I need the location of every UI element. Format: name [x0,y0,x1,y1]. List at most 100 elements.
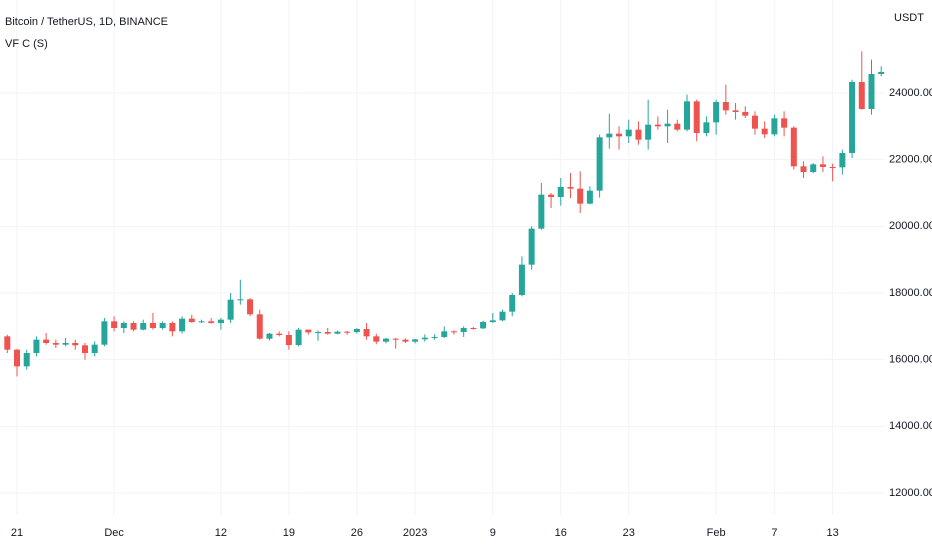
candle-body [645,124,652,140]
candle-body [237,299,244,301]
candle-body [315,332,322,333]
candle-body [819,164,826,167]
candle-body [169,323,176,332]
candle-body [140,323,147,330]
candle-body [120,323,127,328]
candle-body [188,318,195,322]
candle-body [441,331,448,337]
candle-body [353,329,360,332]
candle-body [480,322,487,329]
candle-body [402,339,409,342]
candle-body [266,333,273,339]
x-tick-label: 23 [623,527,635,539]
candle-body [179,318,186,332]
x-tick-label: 12 [215,527,227,539]
candle-body [664,123,671,127]
candle-body [52,343,59,345]
candle-body [227,299,234,320]
indicator-label: VF C (S) [5,38,48,50]
candle-body [703,122,710,133]
candle-body [62,343,69,345]
candle-body [722,102,729,111]
candle-body [450,331,457,333]
x-tick-label: 21 [11,527,23,539]
candle-body [470,328,477,329]
candle-body [91,344,98,353]
candle-body [858,82,865,109]
candle-body [518,264,525,295]
x-tick-label: 19 [283,527,295,539]
candle-body [781,118,788,128]
candle-body [868,74,875,109]
candle-body [373,336,380,342]
candle-body [334,331,341,334]
candle-body [111,321,118,328]
candle-body [606,133,613,138]
candle-body [742,112,749,116]
candle-body [586,190,593,204]
candle-body [509,295,516,312]
candle-body [382,338,389,342]
candle-body [761,128,768,135]
candle-body [285,335,292,345]
x-tick-label: 7 [771,527,777,539]
candle-body [839,153,846,168]
y-tick-label: 16000.00 [889,354,932,366]
candle-body [771,118,778,135]
candle-body [732,110,739,112]
candle-body [276,333,283,335]
candle-body [635,129,642,140]
candle-body [460,328,467,332]
candle-body [363,329,370,337]
candle-body [217,319,224,323]
candle-body [625,129,632,137]
candle-body [198,321,205,323]
candle-body [305,329,312,333]
candle-body [431,337,438,338]
candle-body [596,137,603,191]
x-tick-label: 26 [351,527,363,539]
candle-body [790,127,797,167]
candle-body [878,72,885,74]
candle-body [421,337,428,340]
candle-body [800,166,807,172]
y-axis-label: USDT [894,12,924,24]
candle-body [751,115,758,129]
candle-body [130,323,137,330]
candle-body [14,349,21,367]
x-tick-label: 9 [490,527,496,539]
candle-body [616,133,623,137]
candle-body [101,321,108,345]
candle-body [849,82,856,153]
candle-body [295,329,302,345]
candle-body [489,320,496,322]
candle-body [577,188,584,204]
x-tick-label: 13 [827,527,839,539]
candle-body [693,101,700,133]
candle-body [208,321,215,323]
candle-body [159,323,166,328]
candle-body [23,353,30,367]
candle-body [256,314,263,339]
candle-body [684,101,690,130]
candle-body [499,311,506,321]
candle-body [567,187,574,189]
candle-body [72,343,79,346]
candle-body [829,167,836,168]
candle-body [247,299,254,315]
y-tick-label: 14000.00 [889,420,932,432]
x-tick-label: Dec [104,527,124,539]
candle-body [674,123,681,130]
candle-body [810,164,817,172]
y-tick-label: 12000.00 [889,487,932,499]
candle-body [4,336,11,350]
candle-body [324,332,331,334]
y-tick-label: 22000.00 [889,154,932,166]
x-tick-label: 16 [555,527,567,539]
candle-body [713,102,720,123]
candle-body [557,187,564,197]
candle-body [528,228,535,265]
y-tick-label: 20000.00 [889,220,932,232]
